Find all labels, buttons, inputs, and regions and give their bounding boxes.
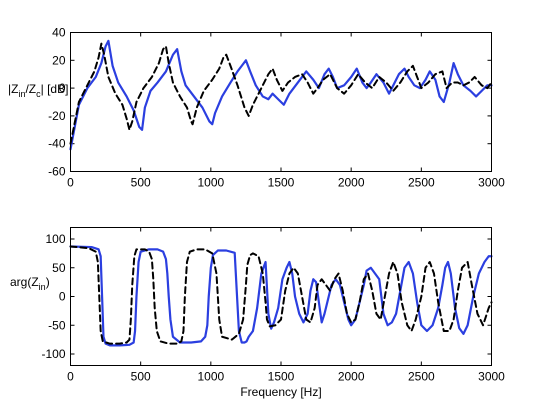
- bottom-xtick-label: 0: [67, 370, 74, 384]
- top-xtick-label: 2000: [338, 176, 365, 190]
- top-series-group: [69, 39, 493, 151]
- top-panel: 0 500 1000 1500 2000 2500 3000 -60 -40 -20 0 20 40 |…: [8, 26, 505, 190]
- top-xtick-label: 2500: [408, 176, 435, 190]
- top-ylabel: |Zin/Zc| [dB]: [8, 82, 68, 99]
- bottom-xtick-label: 2500: [408, 370, 435, 384]
- bottom-panel: 0 500 1000 1500 2000 2500 3000 -100 -50 0 50 100 ar…: [10, 227, 505, 399]
- bottom-ytick-label: 50: [52, 261, 66, 275]
- bottom-series-solid-line: [69, 245, 493, 347]
- top-xtick-label: 0: [67, 176, 74, 190]
- bottom-ytick-label: 0: [59, 290, 66, 304]
- bottom-xtick-label: 1000: [197, 370, 224, 384]
- bottom-xlabel: Frequency [Hz]: [240, 385, 321, 399]
- top-ytick-label: -20: [48, 109, 66, 123]
- top-xtick-label: 3000: [478, 176, 505, 190]
- bottom-axis-ticks: 0 500 1000 1500 2000 2500 3000 -100 -50 0 50 100: [41, 227, 505, 384]
- top-ytick-label: 20: [52, 53, 66, 67]
- bottom-axes-frame: [70, 227, 492, 366]
- top-series-solid-line: [69, 39, 493, 151]
- top-axis-ticks: 0 500 1000 1500 2000 2500 3000 -60 -40 -20 0 20 40: [48, 26, 505, 190]
- bottom-series-dashed-line: [69, 245, 493, 345]
- bottom-series-group: [69, 245, 493, 347]
- bottom-ytick-label: -100: [41, 347, 65, 361]
- bottom-ytick-label: 100: [45, 232, 65, 246]
- bottom-ytick-label: -50: [48, 318, 66, 332]
- bottom-xtick-label: 1500: [268, 370, 295, 384]
- bottom-xtick-label: 3000: [478, 370, 505, 384]
- top-xtick-label: 500: [131, 176, 151, 190]
- bottom-ylabel: arg(Zin): [10, 275, 50, 292]
- top-ytick-label: 0: [59, 81, 66, 95]
- top-series-dashed-line: [69, 42, 493, 145]
- bottom-xtick-label: 500: [131, 370, 151, 384]
- top-axes-frame: [70, 32, 492, 172]
- top-xtick-label: 1500: [268, 176, 295, 190]
- top-ytick-label: -60: [48, 165, 66, 179]
- bottom-xtick-label: 2000: [338, 370, 365, 384]
- top-ytick-label: 40: [52, 26, 66, 40]
- top-ytick-label: -40: [48, 137, 66, 151]
- top-xtick-label: 1000: [197, 176, 224, 190]
